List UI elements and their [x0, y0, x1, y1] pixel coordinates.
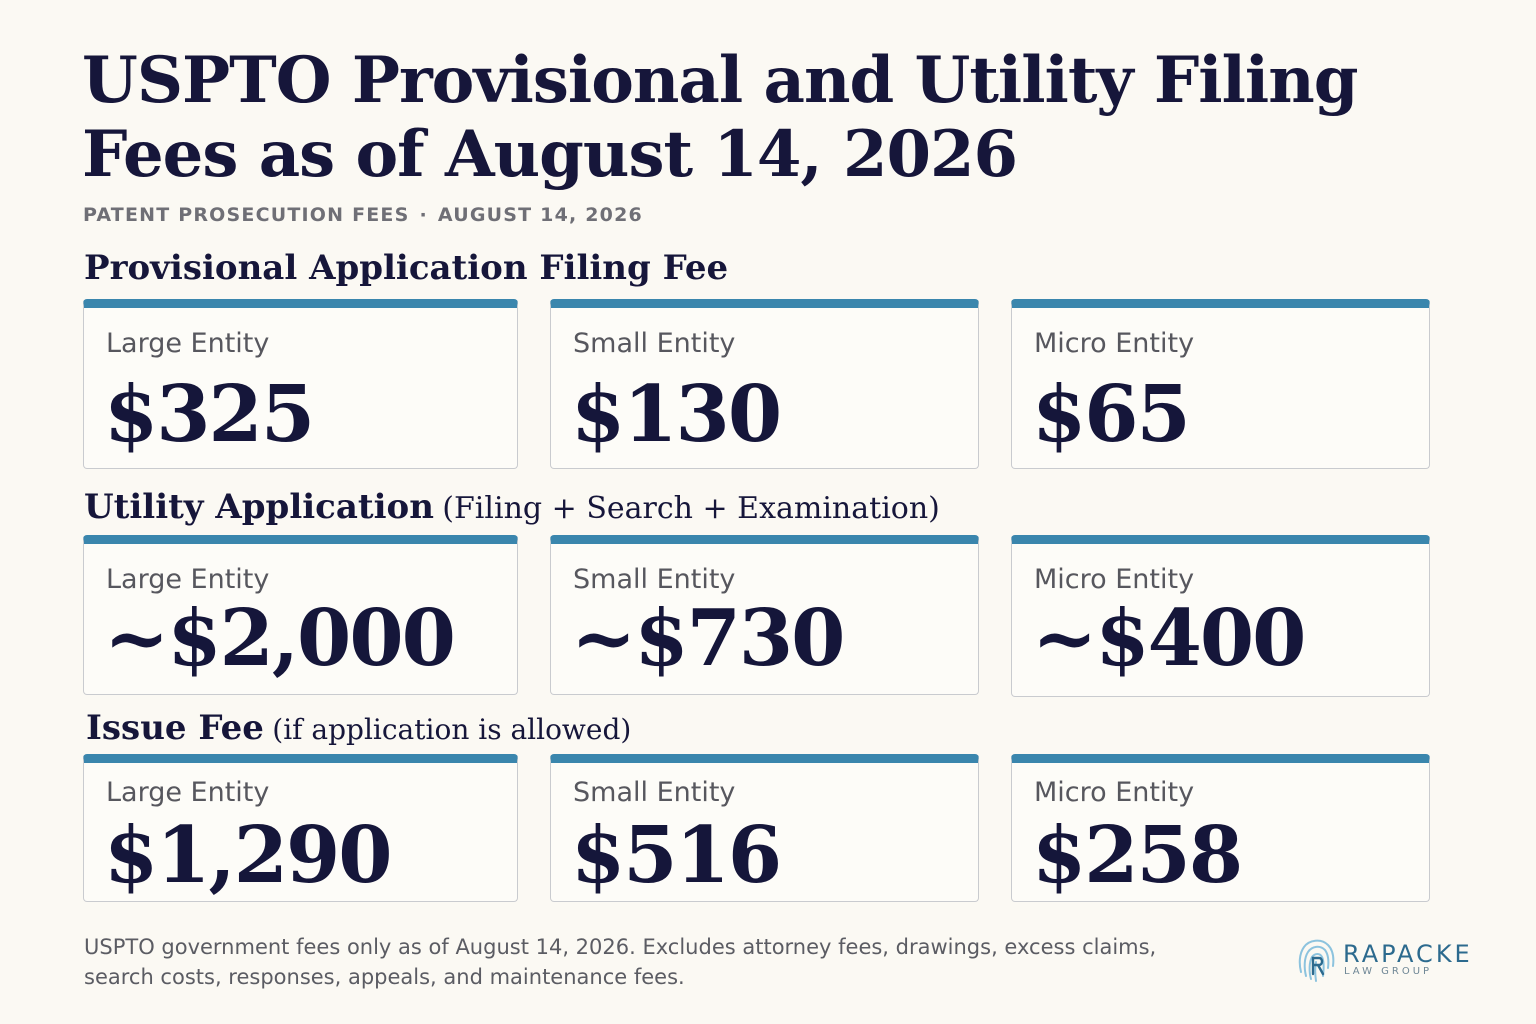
fee-amount: $516: [571, 810, 782, 901]
fee-amount: $258: [1032, 810, 1243, 901]
logo: RAPACKE LAW GROUP: [1297, 934, 1487, 988]
section-heading-main: Utility Application: [84, 487, 434, 527]
fee-card-utility-large: Large Entity ~$2,000: [83, 535, 518, 695]
entity-label: Large Entity: [106, 777, 270, 808]
fee-card-issue-large: Large Entity $1,290: [83, 754, 518, 902]
logo-name: RAPACKE: [1343, 940, 1473, 968]
fee-card-utility-small: Small Entity ~$730: [550, 535, 979, 695]
fee-card-provisional-micro: Micro Entity $65: [1011, 299, 1430, 469]
subtitle-category: PATENT PROSECUTION FEES: [83, 204, 410, 226]
entity-label: Large Entity: [106, 328, 270, 359]
entity-label: Small Entity: [573, 328, 736, 359]
fee-card-utility-micro: Micro Entity ~$400: [1011, 535, 1430, 697]
subtitle-separator: ·: [419, 204, 428, 226]
fee-amount: ~$400: [1032, 593, 1306, 684]
footnote: USPTO government fees only as of August …: [84, 935, 1157, 989]
section-heading-aside: (if application is allowed): [272, 713, 632, 746]
fee-amount: $130: [571, 369, 782, 460]
fee-card-issue-micro: Micro Entity $258: [1011, 754, 1430, 902]
fee-amount: ~$730: [571, 593, 845, 684]
section-heading-main: Issue Fee: [86, 708, 264, 748]
subtitle: PATENT PROSECUTION FEES · AUGUST 14, 2026: [83, 204, 643, 226]
section-heading-issue: Issue Fee (if application is allowed): [86, 708, 631, 748]
fingerprint-icon: [1298, 939, 1335, 982]
fee-card-provisional-small: Small Entity $130: [550, 299, 979, 469]
page-title: USPTO Provisional and Utility Filing Fee…: [82, 43, 1359, 192]
section-heading-utility: Utility Application (Filing + Search + E…: [84, 487, 940, 527]
section-heading-provisional: Provisional Application Filing Fee: [84, 248, 728, 288]
fee-amount: $1,290: [104, 810, 393, 901]
logo-subname: LAW GROUP: [1344, 966, 1433, 977]
entity-label: Small Entity: [573, 777, 736, 808]
fee-card-issue-small: Small Entity $516: [550, 754, 979, 902]
fee-amount: $325: [104, 369, 315, 460]
entity-label: Large Entity: [106, 564, 270, 595]
fee-card-provisional-large: Large Entity $325: [83, 299, 518, 469]
entity-label: Micro Entity: [1034, 328, 1195, 359]
fee-amount: ~$2,000: [104, 593, 456, 684]
section-heading-aside: (Filing + Search + Examination): [442, 491, 940, 526]
fee-amount: $65: [1032, 369, 1191, 460]
entity-label: Micro Entity: [1034, 777, 1195, 808]
section-heading-main: Provisional Application Filing Fee: [84, 248, 729, 288]
entity-label: Small Entity: [573, 564, 736, 595]
subtitle-date: AUGUST 14, 2026: [437, 204, 643, 226]
entity-label: Micro Entity: [1034, 564, 1195, 595]
